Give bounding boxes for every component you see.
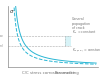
- Text: General
propagation
of crack: General propagation of crack: [72, 17, 91, 30]
- Text: Parameter: Parameter: [55, 71, 75, 75]
- Text: $\sigma_{\delta(min)}$: $\sigma_{\delta(min)}$: [0, 42, 4, 50]
- Text: $K_{Ic}$ = constant: $K_{Ic}$ = constant: [72, 28, 97, 36]
- Bar: [65, 36, 71, 46]
- Text: $\sigma$: $\sigma$: [9, 8, 14, 15]
- Text: $K_{Ic(min)}$ = constant: $K_{Ic(min)}$ = constant: [72, 47, 100, 55]
- Text: C/C stress corrosion cracking: C/C stress corrosion cracking: [22, 71, 78, 75]
- Text: $\sigma_{max}$: $\sigma_{max}$: [0, 33, 4, 40]
